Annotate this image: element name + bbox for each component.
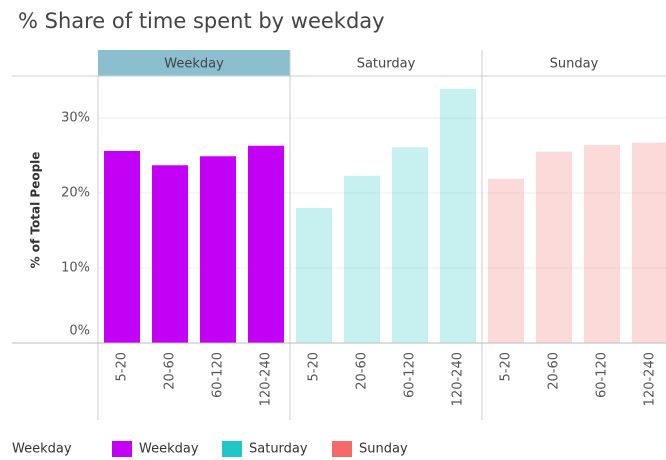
x-tick-label: 5-20 xyxy=(499,352,514,382)
legend-swatch xyxy=(112,441,132,457)
x-tick-label: 120-240 xyxy=(643,352,658,406)
x-tick-label: 120-240 xyxy=(259,352,274,406)
bar xyxy=(392,147,428,343)
bar xyxy=(536,151,572,343)
x-tick-label: 5-20 xyxy=(115,352,130,382)
bar xyxy=(440,88,476,343)
legend-swatch xyxy=(332,441,352,457)
bar xyxy=(296,208,332,343)
y-tick-label: 20% xyxy=(61,186,90,201)
x-tick-label: 60-120 xyxy=(595,352,610,398)
x-tick-label: 120-240 xyxy=(451,352,466,406)
x-tick-label: 5-20 xyxy=(307,352,322,382)
panel-header: Weekday xyxy=(164,57,224,72)
x-tick-label: 60-120 xyxy=(211,352,226,398)
legend-label: Weekday xyxy=(139,442,199,457)
x-tick-label: 20-60 xyxy=(163,352,178,390)
bar xyxy=(200,156,236,343)
y-tick-label: 30% xyxy=(61,111,90,126)
y-tick-label: 0% xyxy=(69,324,90,339)
bar xyxy=(344,175,380,343)
x-tick-label: 20-60 xyxy=(547,352,562,390)
panel-header: Saturday xyxy=(357,57,416,72)
bar xyxy=(248,145,284,343)
chart-title: % Share of time spent by weekday xyxy=(18,9,385,33)
panel-header-bg xyxy=(98,50,290,76)
y-tick-label: 10% xyxy=(61,261,90,276)
legend-swatch xyxy=(222,441,242,457)
bar xyxy=(488,178,524,343)
x-tick-label: 20-60 xyxy=(355,352,370,390)
legend-label: Sunday xyxy=(359,442,408,457)
bar xyxy=(632,142,666,343)
panel-header: Sunday xyxy=(550,57,599,72)
bar xyxy=(152,165,188,343)
bar xyxy=(104,151,140,343)
legend-title: Weekday xyxy=(12,442,72,457)
bar xyxy=(584,145,620,343)
y-axis-label: % of Total People xyxy=(29,152,43,269)
x-tick-label: 60-120 xyxy=(403,352,418,398)
legend-label: Saturday xyxy=(249,442,308,457)
